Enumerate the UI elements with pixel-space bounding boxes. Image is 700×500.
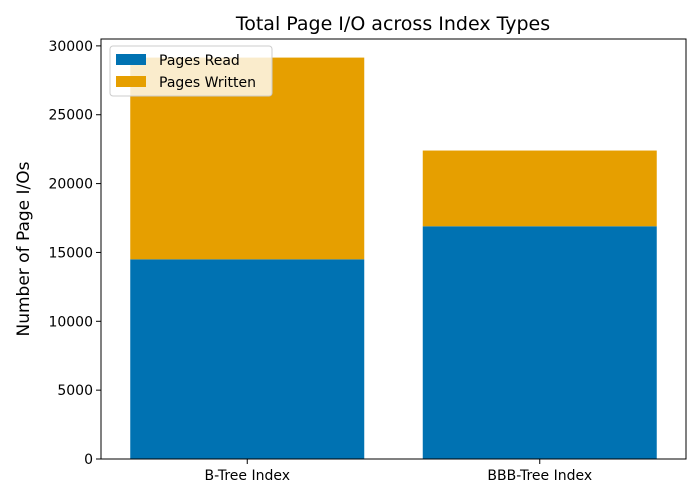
y-tick-label: 0: [84, 452, 93, 468]
x-tick-label: BBB-Tree Index: [487, 468, 592, 484]
legend-swatch: [116, 76, 146, 87]
legend-label: Pages Written: [159, 75, 256, 91]
legend-box: [109, 45, 273, 97]
bar-pages-written-2: [422, 150, 657, 227]
y-axis-label: Number of Page I/Os: [14, 161, 34, 336]
y-tick-label: 25000: [48, 108, 93, 124]
y-tick-label: 5000: [57, 383, 93, 399]
legend-label: Pages Read: [159, 53, 240, 69]
y-tick-label: 15000: [48, 245, 93, 261]
y-tick-label: 20000: [48, 177, 93, 193]
axes-group: 0 5000 10000 15000 20000 25000 30000 B-Tree Ind…: [48, 38, 687, 484]
chart-title: Total Page I/O across Index Types: [235, 13, 550, 35]
bar-pages-read-2: [422, 226, 657, 459]
bars-group: [130, 57, 657, 459]
plot-frame: [100, 38, 687, 460]
y-tick-label: 30000: [48, 39, 93, 55]
legend: Pages Read Pages Written: [109, 45, 273, 97]
bar-pages-read-1: [130, 259, 365, 459]
x-tick-label: B-Tree Index: [204, 468, 290, 484]
y-tick-label: 10000: [48, 314, 93, 330]
legend-swatch: [116, 54, 146, 65]
